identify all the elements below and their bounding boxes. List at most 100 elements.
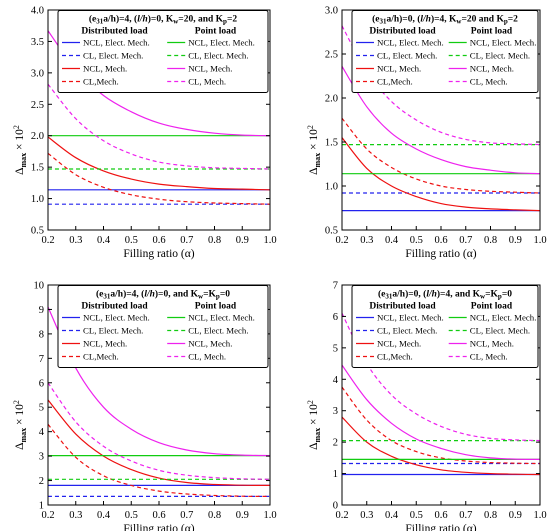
legend-title: (e31a/h)=0, (l/h)=4, Kw=20 and Kp=2 — [372, 14, 518, 26]
plot-area — [48, 30, 270, 205]
series-line-distributed-3 — [342, 137, 540, 212]
y-tick-label: 5 — [39, 403, 44, 414]
chart-panel-4: 0.2 0.3 0.4 0.5 0.6 0.7 0.8 0.9 1.0 0 1 2 3 4 5 6 7 Filli… — [306, 281, 547, 531]
x-tick-label: 1.0 — [263, 235, 276, 246]
x-tick-label: 1.0 — [533, 235, 546, 246]
y-tick-label: 3.0 — [31, 68, 44, 79]
x-tick-label: 0.2 — [41, 235, 54, 246]
plot-area — [48, 306, 270, 497]
x-tick-label: 0.6 — [152, 510, 165, 521]
x-tick-label: 0.3 — [69, 235, 82, 246]
y-tick-label: 3 — [39, 452, 44, 463]
legend-heading-point: Point load — [471, 27, 513, 37]
legend-entry-distributed: NCL, Mech. — [83, 339, 127, 349]
x-tick-label: 0.7 — [180, 235, 193, 246]
legend-box — [57, 10, 269, 93]
y-tick-label: 3.0 — [325, 6, 338, 17]
x-tick-label: 0.7 — [180, 510, 193, 521]
legend-entry-point: CL, Elect. Mech. — [470, 326, 530, 336]
legend-title: (e31a/h)=4, (l/h)=0, Kw=20, and Kp=2 — [89, 14, 237, 26]
legend-entry-point: NCL, Mech. — [188, 64, 232, 74]
legend-entry-point: CL, Elect. Mech. — [188, 326, 248, 336]
series-line-distributed-4 — [342, 117, 540, 194]
legend-heading-distributed: Distributed load — [369, 302, 436, 312]
legend-entry-distributed: CL, Elect. Mech. — [83, 326, 143, 336]
series-line-distributed-3 — [342, 416, 540, 476]
y-tick-label: 2.0 — [31, 131, 44, 142]
x-tick-label: 0.8 — [208, 235, 221, 246]
legend-entry-distributed: NCL, Elect. Mech. — [83, 38, 150, 48]
legend-title: (e31a/h)=0, (l/h)=4, and Kw=Kp=0 — [378, 289, 512, 301]
legend-entry-point: CL, Mech. — [188, 352, 226, 362]
legend-entry-distributed: NCL, Mech. — [83, 64, 127, 74]
chart-panel-1: 0.2 0.3 0.4 0.5 0.6 0.7 0.8 0.9 1.0 0.5 1.0 1.5 2.0 2… — [12, 6, 277, 261]
y-tick-label: 7 — [39, 354, 44, 365]
x-tick-label: 0.4 — [97, 235, 111, 246]
legend-entry-distributed: NCL, Mech. — [377, 339, 421, 349]
legend-entry-point: CL, Mech. — [470, 352, 508, 362]
series-line-point-7 — [342, 364, 540, 460]
y-tick-label: 1.0 — [31, 194, 44, 205]
x-tick-label: 0.8 — [484, 510, 497, 521]
legend-entry-distributed: CL,Mech. — [377, 352, 413, 362]
y-tick-label: 2 — [39, 476, 44, 487]
x-tick-label: 0.6 — [434, 235, 447, 246]
y-tick-label: 5 — [333, 343, 338, 354]
legend-entry-point: NCL, Mech. — [470, 339, 514, 349]
chart-panel-3: 0.2 0.3 0.4 0.5 0.6 0.7 0.8 0.9 1.0 1 2 3 4 5 6 7 8 9 10 Fi… — [12, 281, 277, 531]
legend-entry-point: NCL, Mech. — [470, 64, 514, 74]
y-tick-label: 4 — [39, 427, 45, 438]
legend-entry-point: CL, Elect. Mech. — [188, 51, 248, 61]
y-tick-label: 2.5 — [325, 50, 338, 61]
x-tick-label: 0.3 — [360, 510, 373, 521]
legend-entry-point: CL, Elect. Mech. — [470, 51, 530, 61]
series-line-distributed-4 — [342, 386, 540, 465]
y-tick-label: 7 — [333, 281, 338, 292]
legend-entry-point: NCL, Elect. Mech. — [188, 38, 255, 48]
legend-heading-point: Point load — [471, 302, 513, 312]
series-line-point-7 — [48, 306, 270, 457]
legend-entry-distributed: CL, Elect. Mech. — [377, 51, 437, 61]
x-tick-label: 0.9 — [236, 510, 249, 521]
legend-heading-point: Point load — [195, 27, 237, 37]
x-tick-label: 0.5 — [410, 235, 423, 246]
x-tick-label: 0.2 — [41, 510, 54, 521]
legend: (e31a/h)=0, (l/h)=4, Kw=20 and Kp=2Distr… — [351, 10, 539, 93]
legend-entry-point: CL, Mech. — [188, 77, 226, 87]
x-tick-label: 0.3 — [69, 510, 82, 521]
y-tick-label: 0.5 — [31, 226, 44, 237]
y-tick-label: 10 — [34, 281, 45, 292]
legend-heading-distributed: Distributed load — [369, 27, 436, 37]
x-tick-label: 0.9 — [236, 235, 249, 246]
legend-entry-distributed: NCL, Elect. Mech. — [377, 313, 444, 323]
y-tick-label: 1.5 — [31, 163, 44, 174]
series-line-point-8 — [48, 83, 270, 170]
x-tick-label: 0.2 — [335, 510, 348, 521]
y-tick-label: 1.5 — [325, 138, 338, 149]
x-axis-label: Filling ratio (α) — [123, 523, 194, 531]
legend-entry-point: NCL, Elect. Mech. — [470, 38, 537, 48]
y-axis-label: Δmax × 102 — [306, 400, 322, 450]
y-tick-label: 9 — [39, 305, 44, 316]
x-tick-label: 0.4 — [385, 235, 399, 246]
y-tick-label: 6 — [333, 312, 338, 323]
x-tick-label: 0.5 — [125, 510, 138, 521]
x-tick-label: 0.8 — [208, 510, 221, 521]
legend-heading-distributed: Distributed load — [81, 27, 148, 37]
plot-area — [342, 313, 540, 476]
x-tick-label: 0.8 — [484, 235, 497, 246]
legend-entry-distributed: CL,Mech. — [377, 77, 413, 87]
x-tick-label: 0.4 — [385, 510, 399, 521]
y-tick-label: 6 — [39, 378, 44, 389]
y-tick-label: 4 — [333, 375, 339, 386]
x-tick-label: 0.5 — [125, 235, 138, 246]
x-tick-label: 0.7 — [459, 510, 472, 521]
x-tick-label: 0.7 — [459, 235, 472, 246]
legend-entry-distributed: CL, Elect. Mech. — [377, 326, 437, 336]
y-tick-label: 1 — [39, 501, 44, 512]
x-tick-label: 0.6 — [152, 235, 165, 246]
legend-title: (e31a/h)=4, (l/h)=0, and Kw=Kp=0 — [96, 289, 230, 301]
x-axis-label: Filling ratio (α) — [123, 248, 194, 260]
legend-entry-distributed: CL, Elect. Mech. — [83, 51, 143, 61]
